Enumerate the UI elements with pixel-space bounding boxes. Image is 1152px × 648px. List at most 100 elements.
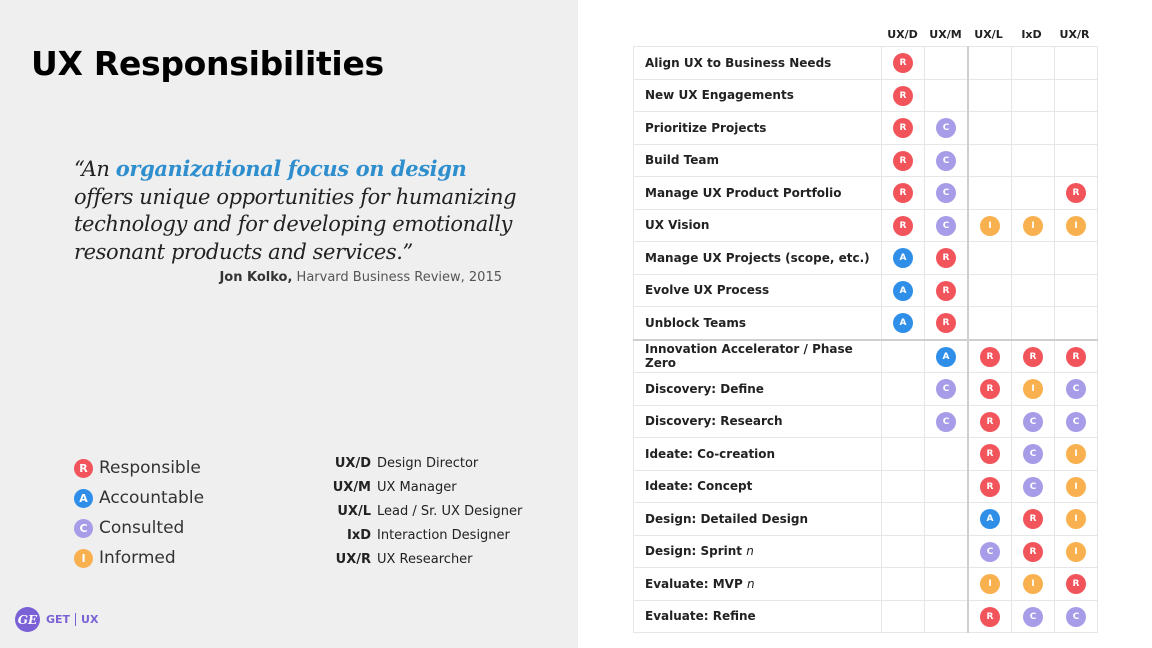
matrix-cell: A: [881, 273, 925, 307]
matrix-cell: I: [1054, 534, 1098, 568]
task-label: Prioritize Projects: [633, 111, 882, 145]
table-row: Evaluate: Refine R C C: [633, 599, 1098, 633]
matrix-cell: [881, 338, 925, 373]
matrix-cell: C: [967, 534, 1012, 568]
matrix-cell: R: [967, 469, 1012, 503]
raci-badge-r: R: [893, 118, 913, 138]
table-row: Design: Sprint n C R I: [633, 534, 1098, 568]
matrix-cell: R: [881, 176, 925, 210]
matrix-cell: [1011, 143, 1055, 177]
raci-badge-a: A: [980, 509, 1000, 529]
matrix-cell: [1011, 46, 1055, 80]
task-name: Innovation Accelerator / Phase Zero: [645, 342, 853, 371]
task-label: Evolve UX Process: [633, 273, 882, 307]
task-suffix: n: [746, 544, 754, 559]
matrix-cell: I: [1054, 437, 1098, 471]
brand-divider: [75, 613, 77, 626]
legend-item: R Responsible: [74, 453, 204, 483]
raci-badge-r: R: [1066, 183, 1086, 203]
matrix-cell: C: [1011, 404, 1055, 438]
task-label: UX Vision: [633, 208, 882, 242]
raci-badge-r: R: [893, 85, 913, 106]
matrix-cell: R: [881, 78, 925, 112]
table-row: Evolve UX Process A R: [633, 273, 1098, 307]
table-row: UX Vision R C I I I: [633, 208, 1098, 242]
matrix-cell: R: [1054, 567, 1098, 601]
table-row: Manage UX Product Portfolio R C R: [633, 176, 1098, 210]
matrix-cell: [1054, 78, 1098, 112]
raci-badge-r: R: [936, 313, 956, 333]
column-header: UX/D: [887, 27, 918, 41]
matrix-cell: [881, 599, 925, 633]
matrix-cell: [967, 111, 1012, 145]
matrix-cell: I: [1011, 567, 1055, 601]
task-suffix: n: [746, 576, 755, 591]
matrix-cell: R: [881, 143, 925, 177]
task-name: Evaluate: Refine: [645, 609, 756, 624]
matrix-cell: I: [967, 567, 1012, 601]
raci-badge-c: C: [1023, 411, 1043, 432]
matrix-cell: [1011, 273, 1055, 307]
role-name: UX Manager: [377, 479, 457, 495]
legend-label: Informed: [99, 548, 176, 568]
column-header: UX/R: [1059, 27, 1090, 41]
task-label: Evaluate: MVP n: [633, 567, 882, 601]
matrix-cell: [881, 437, 925, 471]
legend-label: Responsible: [99, 458, 201, 478]
table-row: Design: Detailed Design A R I: [633, 502, 1098, 536]
matrix-cell: [924, 437, 969, 471]
task-label: Manage UX Product Portfolio: [633, 176, 882, 210]
matrix-cell: C: [1054, 372, 1098, 406]
raci-badge-c: C: [936, 411, 956, 432]
matrix-cell: A: [924, 338, 969, 373]
task-name: Ideate: Concept: [645, 479, 753, 494]
task-label: Discovery: Research: [633, 404, 882, 438]
task-label: Discovery: Define: [633, 372, 882, 406]
brand-ux: UX: [81, 613, 99, 626]
matrix-cell: I: [1054, 469, 1098, 503]
legend-label: Consulted: [99, 518, 185, 538]
role-abbr: UX/D: [334, 455, 371, 471]
matrix-cell: R: [967, 437, 1012, 471]
matrix-cell: [1011, 306, 1055, 340]
table-row: Evaluate: MVP n I I R: [633, 567, 1098, 601]
raci-badge-r: R: [1023, 346, 1043, 367]
raci-badge-r: R: [980, 444, 1000, 464]
matrix-cell: I: [967, 208, 1012, 242]
matrix-cell: C: [1011, 469, 1055, 503]
quote-attribution: Jon Kolko, Harvard Business Review, 2015: [219, 270, 502, 285]
role-name: Design Director: [377, 455, 479, 471]
matrix-cell: [967, 306, 1012, 340]
task-label: Design: Sprint n: [633, 534, 882, 568]
raci-badge-c: C: [980, 541, 1000, 562]
raci-badge-i: I: [1066, 509, 1086, 529]
role-item: UX/M UX Manager: [318, 475, 522, 499]
raci-badge-r: R: [893, 53, 913, 73]
task-name: Manage UX Product Portfolio: [645, 185, 842, 200]
matrix-cell: A: [881, 306, 925, 340]
task-label: Ideate: Concept: [633, 469, 882, 503]
matrix-cell: R: [1011, 338, 1055, 373]
matrix-cell: R: [924, 241, 969, 275]
task-name: Align UX to Business Needs: [645, 55, 832, 70]
quote: “An organizational focus on design offer…: [74, 155, 524, 266]
raci-badge-i: I: [1023, 379, 1043, 399]
role-abbr: IxD: [346, 527, 371, 543]
matrix-cell: [967, 176, 1012, 210]
matrix-header: UX/D UX/M UX/L IxD UX/R: [633, 22, 1098, 46]
matrix-cell: [881, 469, 925, 503]
task-label: Innovation Accelerator / Phase Zero: [633, 338, 882, 373]
raci-badge-i: I: [980, 215, 1000, 236]
roles-legend: UX/D Design Director UX/M UX Manager UX/L Lea…: [318, 451, 523, 571]
table-row: Innovation Accelerator / Phase Zero A R R R: [633, 338, 1098, 373]
raci-badge-r: R: [980, 379, 1000, 399]
legend-item: A Accountable: [74, 483, 204, 513]
matrix-cell: [881, 534, 925, 568]
matrix-cell: R: [924, 306, 969, 340]
matrix-cell: C: [924, 111, 969, 145]
matrix-cell: A: [967, 502, 1012, 536]
raci-badge-i: I: [1066, 541, 1086, 562]
raci-badge-a: A: [936, 346, 956, 367]
matrix-cell: R: [1011, 534, 1055, 568]
matrix-cell: I: [1011, 208, 1055, 242]
